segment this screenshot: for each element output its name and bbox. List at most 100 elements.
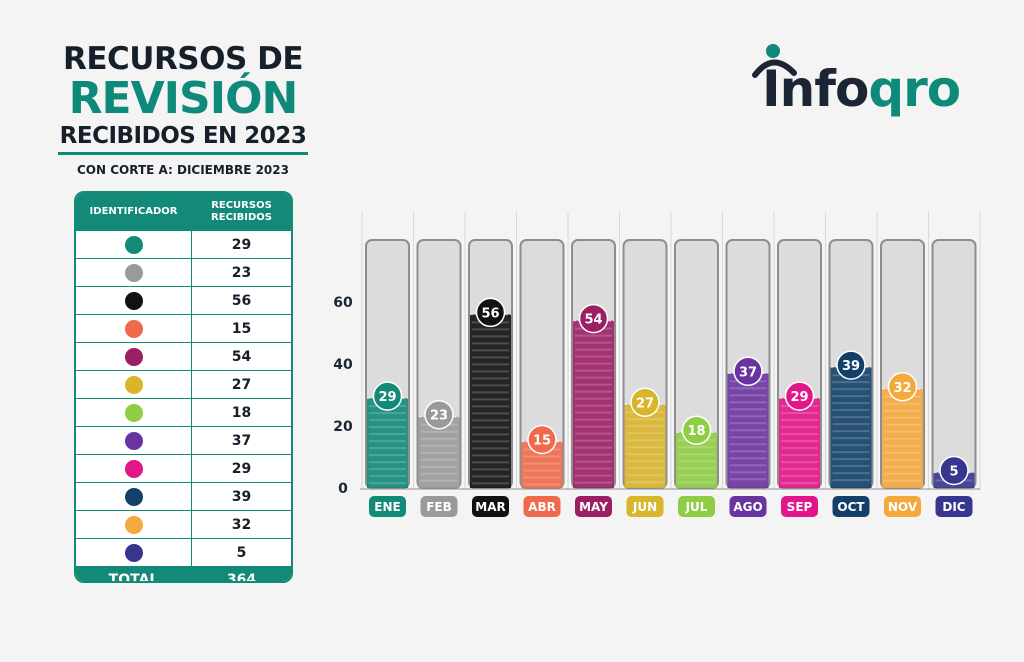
logo-part-info: Info [762,60,869,118]
value-bubble [836,350,866,380]
bar [779,398,820,488]
table-row: 23 [76,259,291,287]
row-identifier [76,315,192,342]
row-count: 32 [231,516,252,533]
value-bubble [424,399,454,430]
value-label: 15 [533,434,551,449]
title-line-2: REVISIÓN [68,73,299,124]
value-bubble [527,424,557,455]
value-bubble [578,303,609,334]
row-count: 37 [231,432,252,449]
color-dot-icon [124,459,143,478]
title-block: RECURSOS DE REVISIÓN RECIBIDOS EN 2023 [58,42,308,155]
color-dot-icon [124,543,143,562]
value-label: 37 [739,365,757,380]
month-pill [678,496,715,517]
table-body: 29 23 56 15 54 27 18 37 29 39 32 5 [76,231,291,567]
value-bubble [475,297,506,328]
table-row: 15 [76,315,291,343]
x-tick-label: ENE [374,500,400,514]
month-pill [935,496,973,517]
month-pill [729,496,767,517]
table-row: 32 [76,511,291,539]
month-pill [626,496,664,517]
row-count: 54 [231,348,252,365]
bar [367,398,408,488]
row-count: 29 [231,236,252,253]
row-count: 27 [231,376,252,393]
value-label: 29 [378,390,396,405]
row-count: 56 [231,292,252,309]
color-dot-icon [124,431,143,450]
y-tick-label: 40 [333,357,353,373]
bar [727,373,769,488]
value-label: 27 [636,396,654,411]
table-row: 54 [76,343,291,371]
value-label: 18 [687,424,705,439]
brand-logo: Infoqro [762,60,961,118]
row-identifier [76,399,192,426]
table-row: 39 [76,483,291,511]
month-pill [832,496,870,517]
table-row: 37 [76,427,291,455]
row-count: 18 [231,404,252,421]
logo-arc-icon [752,44,797,78]
month-pill [575,496,612,517]
color-dot-icon [124,347,143,366]
value-label: 29 [790,390,808,405]
value-label: 39 [842,359,860,374]
table-header: IDENTIFICADOR RECURSOS RECIBIDOS [76,193,291,231]
y-tick-label: 20 [333,419,353,435]
x-tick-label: ABR [528,500,556,514]
y-tick-label: 60 [333,295,353,311]
row-count: 39 [231,488,252,505]
row-identifier [76,455,192,482]
x-tick-label: MAY [579,500,608,514]
row-identifier [76,539,192,566]
bar [624,404,666,488]
table-row: 29 [76,455,291,483]
value-label: 23 [430,409,448,424]
value-label: 56 [481,306,499,321]
month-pill [781,496,818,517]
row-count: 23 [231,264,252,281]
x-tick-label: FEB [426,500,452,514]
color-dot-icon [124,487,143,506]
bar [573,320,614,488]
x-tick-label: DIC [942,500,965,514]
title-line-1: RECURSOS DE [62,41,304,77]
value-bubble [681,415,712,445]
month-pill [369,496,406,517]
bar [830,367,872,488]
x-tick-label: NOV [888,500,918,514]
month-pill [420,496,458,517]
row-identifier [76,287,192,314]
month-pill [523,496,561,517]
header-count: RECURSOS RECIBIDOS [211,200,272,223]
x-tick-label: OCT [837,500,865,514]
row-identifier [76,511,192,538]
value-bubble [630,387,660,418]
x-tick-label: JUN [632,500,657,514]
row-identifier [76,259,192,286]
row-identifier [76,343,192,370]
table-row: 18 [76,399,291,427]
row-identifier [76,371,192,398]
x-tick-label: MAR [475,500,505,514]
subtitle: CON CORTE A: DICIEMBRE 2023 [77,163,289,177]
row-identifier [76,427,192,454]
table-row: 27 [76,371,291,399]
logo-part-qro: qro [868,60,961,118]
color-dot-icon [124,291,143,310]
bar [470,314,511,488]
table-footer: TOTAL 364 [76,567,291,583]
color-dot-icon [124,235,143,254]
total-value: 364 [226,572,257,583]
value-label: 32 [893,381,911,396]
x-tick-label: AGO [733,500,762,514]
value-label: 54 [584,313,602,328]
bar-track [931,239,977,489]
table-row: 5 [76,539,291,567]
y-tick-label: 0 [338,481,348,497]
